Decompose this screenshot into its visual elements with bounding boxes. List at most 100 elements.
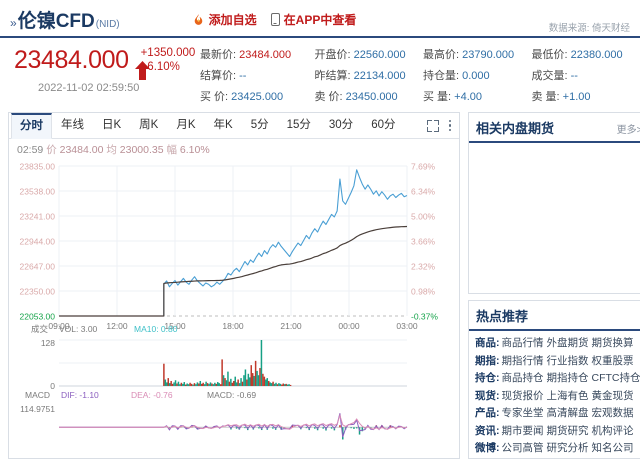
hot-row: 期指: 期指行情 行业指数 权重股票 [475, 353, 640, 371]
phone-icon [270, 13, 280, 26]
hot-link[interactable]: 期货研究 [546, 424, 589, 437]
quote-cell-value: +1.00 [562, 91, 591, 103]
quote-cell-label: 买 量: [423, 91, 455, 103]
quote-cell-value: 23450.000 [345, 91, 398, 103]
svg-text:22944.00: 22944.00 [20, 237, 56, 247]
quote-cell-value: 23425.000 [231, 91, 284, 103]
tab-周K[interactable]: 周K [139, 119, 159, 131]
quote-grid-wrap: 最新价: 23484.000 开盘价: 22560.000 最高价: 23790.0… [200, 46, 640, 104]
add-watchlist-button[interactable]: 添加自选 [192, 11, 257, 28]
quote-timestamp: 2022-11-02 02:59:50 [38, 82, 140, 94]
quote-cell-value: 22134.000 [353, 70, 406, 82]
svg-text:03:00: 03:00 [396, 321, 418, 331]
hot-link[interactable]: 商品持仓 [501, 372, 544, 384]
svg-text:22053.00: 22053.00 [20, 312, 56, 322]
hot-recommend-header: 热点推荐 [469, 301, 640, 331]
tab-15分[interactable]: 15分 [286, 119, 311, 131]
tab-年线[interactable]: 年线 [61, 119, 84, 131]
tab-年K[interactable]: 年K [213, 119, 233, 131]
change-percent: +6.10% [140, 60, 180, 73]
hot-link[interactable]: 上海有色 [546, 389, 589, 402]
quote-cell: 卖 价: 23450.000 [309, 88, 418, 104]
svg-text:15:00: 15:00 [164, 321, 186, 331]
svg-text:23241.00: 23241.00 [20, 212, 56, 222]
hot-link[interactable]: 宏观数据 [591, 407, 634, 419]
tab-日K[interactable]: 日K [102, 119, 122, 131]
instrument-code: (NID) [95, 19, 120, 30]
hot-link[interactable]: 专家坐堂 [501, 407, 544, 419]
header-divider [0, 36, 640, 38]
hot-link[interactable]: 机构评论 [591, 424, 634, 437]
svg-text:5.00%: 5.00% [411, 212, 436, 222]
hot-link[interactable]: 公司高管 [501, 442, 544, 454]
tab-60分[interactable]: 60分 [371, 119, 396, 131]
instrument-title: » 伦镍CFD (NID) [10, 6, 120, 33]
chart-tool-icons [426, 119, 460, 132]
quote-cell-label: 买 价: [200, 91, 232, 103]
quote-cell: 卖 量: +1.00 [526, 88, 635, 104]
hot-link[interactable]: 高清解盘 [546, 407, 589, 419]
svg-text:09:00: 09:00 [48, 321, 70, 331]
main-content: 分时 年线 日K 周K 月K 年K 5分 15分 30分 60分 02:59 价 23484.00… [0, 108, 640, 459]
hot-link[interactable]: 权重股票 [591, 354, 634, 367]
hot-link[interactable]: 商品行情 [501, 337, 544, 349]
hot-link[interactable]: 黄金现货 [591, 389, 634, 402]
sidebar: 相关内盘期货 更多> 热点推荐 商品: 商品行情 外盘期货 期货换算期指: 期指行情 行业… [468, 112, 640, 459]
tab-5分[interactable]: 5分 [250, 119, 269, 131]
hot-row: 微博: 公司高管 研究分析 知名公司 [475, 440, 640, 458]
hot-row-key: 期指: [475, 354, 500, 367]
tab-分时[interactable]: 分时 [11, 113, 52, 139]
chart-tabbar: 分时 年线 日K 周K 月K 年K 5分 15分 30分 60分 [9, 113, 459, 139]
quote-cell-value: -- [570, 70, 578, 82]
quote-cell-value: 0.000 [462, 70, 490, 82]
quote-cell-value: 22380.000 [570, 49, 623, 61]
hot-row: 资讯: 期市要闻 期货研究 机构评论 [475, 423, 640, 441]
quote-cell: 昨结算: 22134.000 [309, 67, 418, 83]
fullscreen-icon[interactable] [426, 119, 439, 132]
hot-link[interactable]: 期指持仓 [546, 372, 589, 384]
quote-cell-label: 成交量: [531, 70, 571, 82]
quote-cell: 结算价: -- [200, 67, 309, 83]
hot-link[interactable]: CFTC持仓 [591, 372, 640, 384]
chart-readout: 02:59 价 23484.00 均 23000.35 幅 6.10% [9, 139, 459, 158]
svg-text:成交: 成交 [31, 324, 49, 334]
hot-link[interactable]: 期货换算 [591, 337, 634, 349]
hot-link[interactable]: 研究分析 [546, 442, 589, 454]
svg-text:23538.00: 23538.00 [20, 187, 56, 197]
tab-月K[interactable]: 月K [176, 119, 196, 131]
hot-row-links: 公司高管 研究分析 知名公司 [502, 440, 637, 458]
hot-row: 持仓: 商品持仓 期指持仓 CFTC持仓 [475, 370, 640, 388]
hot-recommend-title: 热点推荐 [476, 309, 529, 324]
intraday-chart[interactable]: 23835.00 7.69% 23538.00 6.34% 23241.00 5.00% 2… [9, 158, 459, 448]
quote-area: 23484.000 +1350.000 +6.10% 2022-11-02 02… [0, 38, 640, 108]
svg-text:VOL: 3.00: VOL: 3.00 [59, 324, 98, 334]
quote-cell-value: 23790.000 [462, 49, 515, 61]
view-in-app-button[interactable]: 在APP中查看 [270, 11, 357, 28]
quote-cell-label: 持仓量: [423, 70, 463, 82]
hot-link[interactable]: 期指行情 [501, 354, 544, 367]
svg-text:23835.00: 23835.00 [20, 162, 56, 172]
hot-recommend-card: 热点推荐 商品: 商品行情 外盘期货 期货换算 期指: 期指行情 行业指数 权重股票 持仓: 商品… [468, 300, 640, 459]
hot-row-key: 商品: [475, 337, 500, 349]
hot-link[interactable]: 期市要闻 [501, 424, 544, 437]
hot-link[interactable]: 知名公司 [591, 442, 634, 454]
related-futures-more-link[interactable]: 更多> [616, 125, 640, 136]
page-header: » 伦镍CFD (NID) 添加自选 在APP中查看 数据来源: 倚天财经 [0, 0, 640, 36]
readout-pct-label: 幅 [166, 144, 177, 156]
related-futures-body [469, 143, 640, 293]
view-in-app-label: 在APP中查看 [283, 13, 357, 27]
related-futures-card: 相关内盘期货 更多> [468, 112, 640, 294]
tab-30分[interactable]: 30分 [328, 119, 354, 131]
hot-row-links: 商品持仓 期指持仓 CFTC持仓 [502, 370, 640, 388]
price-block: 23484.000 +1350.000 +6.10% 2022-11-02 02… [0, 46, 200, 104]
svg-text:MACD: -0.69: MACD: -0.69 [207, 390, 256, 400]
hot-link[interactable]: 外盘期货 [546, 337, 589, 349]
hot-link[interactable]: 现货报价 [501, 389, 544, 402]
hot-link[interactable]: 行业指数 [546, 354, 589, 367]
hot-row-key: 微博: [475, 442, 500, 454]
quote-cell-label: 最高价: [423, 49, 463, 61]
quote-cell: 最新价: 23484.000 [200, 46, 309, 62]
more-vertical-icon[interactable] [448, 119, 451, 132]
hot-row-key: 持仓: [475, 372, 500, 384]
